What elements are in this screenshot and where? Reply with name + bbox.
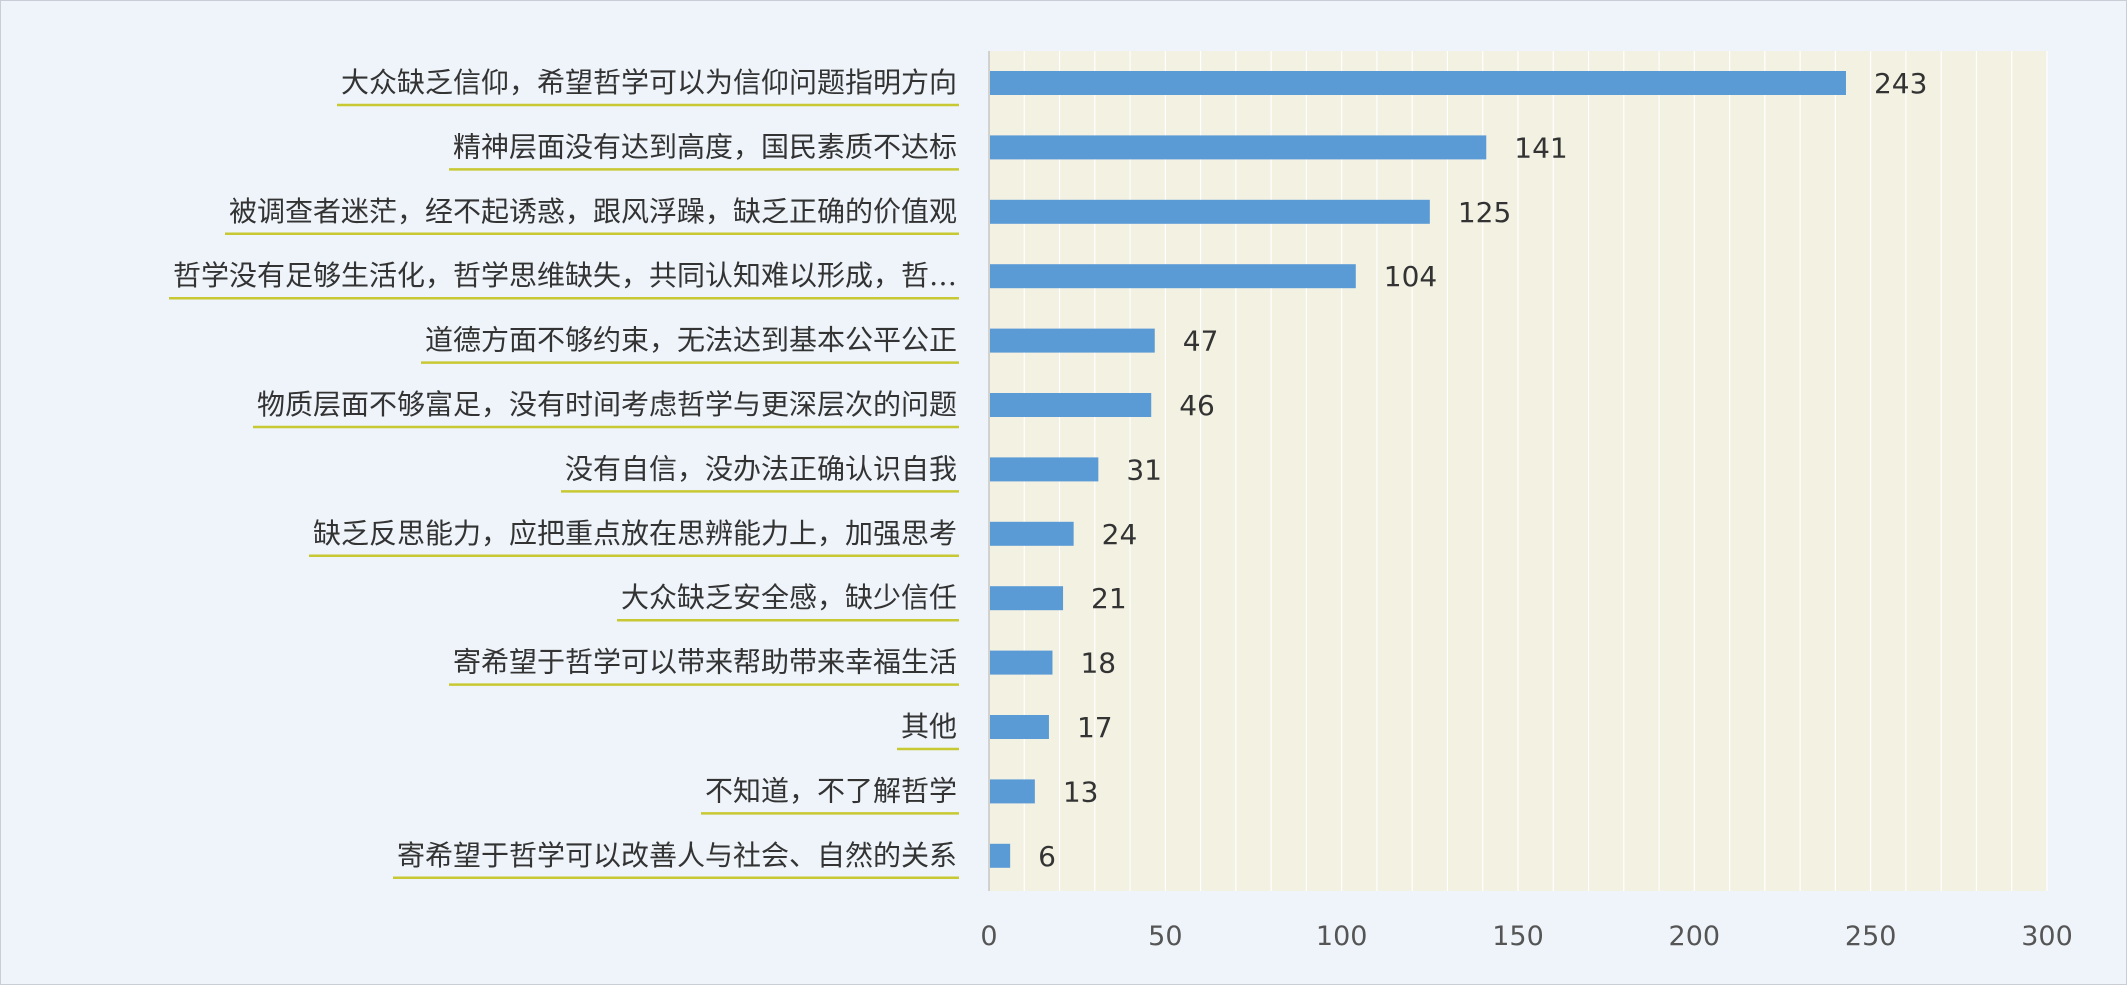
gridlines: [1023, 51, 2048, 891]
category-label: 哲学没有足够生活化，哲学思维缺失，共同认知难以形成，哲…: [173, 259, 957, 292]
bar: [990, 715, 1049, 739]
x-tick-label: 150: [1492, 921, 1544, 952]
category-label: 其他: [901, 710, 957, 743]
x-tick-label: 250: [1845, 921, 1897, 952]
category-label: 寄希望于哲学可以带来帮助带来幸福生活: [453, 646, 957, 679]
data-label: 17: [1077, 711, 1113, 744]
x-tick-label: 50: [1148, 921, 1182, 952]
bar: [990, 71, 1846, 95]
bar: [990, 521, 1074, 546]
category-label: 没有自信，没办法正确认识自我: [565, 452, 957, 485]
data-label: 141: [1514, 131, 1567, 164]
bar: [990, 393, 1152, 417]
data-label: 6: [1038, 840, 1056, 873]
bar: [990, 328, 1155, 353]
category-label: 大众缺乏信仰，希望哲学可以为信仰问题指明方向: [341, 66, 957, 99]
data-label: 13: [1063, 775, 1099, 808]
x-axis-ticks: 0 50 100 150 200 250 300: [980, 921, 2072, 952]
category-label: 物质层面不够富足，没有时间考虑哲学与更深层次的问题: [257, 388, 957, 421]
bars: [990, 71, 1846, 868]
bar: [990, 457, 1099, 482]
data-label: 18: [1080, 647, 1116, 680]
data-label: 243: [1874, 67, 1927, 100]
data-label: 21: [1091, 582, 1127, 615]
bar: [990, 135, 1487, 160]
bar: [990, 779, 1035, 804]
data-label: 125: [1458, 196, 1511, 229]
bar: [990, 586, 1064, 611]
category-label: 大众缺乏安全感，缺少信任: [621, 581, 957, 614]
data-label: 47: [1183, 325, 1219, 358]
bar: [990, 843, 1011, 868]
data-label: 31: [1126, 453, 1162, 486]
category-label: 道德方面不够约束，无法达到基本公平公正: [425, 324, 957, 357]
x-tick-label: 300: [2021, 921, 2073, 952]
data-label: 104: [1384, 260, 1437, 293]
x-tick-label: 100: [1316, 921, 1368, 952]
bar: [990, 650, 1053, 675]
data-label: 46: [1179, 389, 1215, 422]
category-label: 缺乏反思能力，应把重点放在思辨能力上，加强思考: [313, 517, 957, 550]
bar: [990, 264, 1356, 289]
x-tick-label: 0: [980, 921, 997, 952]
category-label: 精神层面没有达到高度，国民素质不达标: [453, 130, 957, 163]
bar: [990, 199, 1430, 224]
category-label: 不知道，不了解哲学: [705, 774, 957, 807]
data-label: 24: [1102, 518, 1138, 551]
category-label: 寄希望于哲学可以改善人与社会、自然的关系: [397, 839, 957, 872]
category-labels: 大众缺乏信仰，希望哲学可以为信仰问题指明方向精神层面没有达到高度，国民素质不达标…: [168, 66, 959, 880]
x-tick-label: 200: [1669, 921, 1721, 952]
category-label: 被调查者迷茫，经不起诱惑，跟风浮躁，缺乏正确的价值观: [229, 195, 957, 228]
